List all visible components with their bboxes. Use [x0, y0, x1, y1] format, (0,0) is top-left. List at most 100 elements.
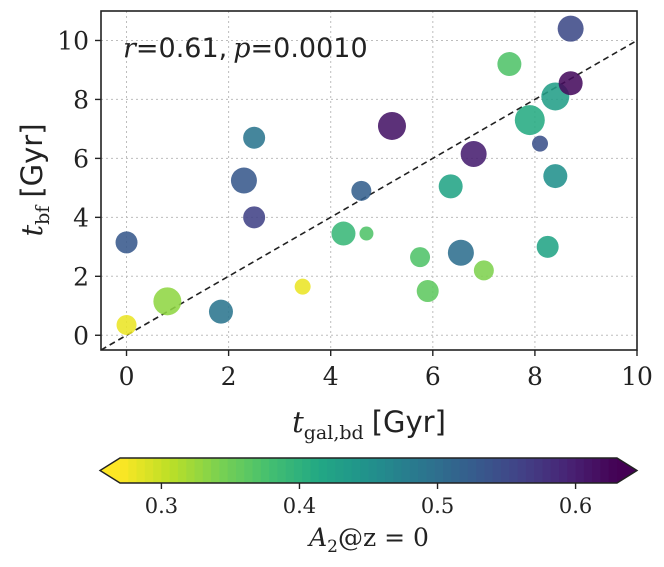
colorbar-cell	[401, 458, 411, 483]
colorbar-cell	[426, 458, 436, 483]
scatter-point-9	[359, 226, 374, 241]
scatter-point-18	[497, 52, 522, 77]
colorbar-cell	[484, 458, 494, 483]
colorbar-cell	[385, 458, 394, 483]
colorbar-tick-label: 0.4	[283, 494, 316, 518]
y-tick-label: 6	[73, 144, 89, 173]
r-symbol: r	[123, 33, 138, 64]
colorbar-tick-label: 0.5	[421, 494, 454, 518]
scatter-point-3	[208, 299, 233, 324]
x-tick-label: 8	[527, 362, 543, 391]
colorbar-cell	[153, 458, 163, 483]
scatter-point-10	[351, 180, 372, 201]
colorbar-cell	[443, 458, 452, 483]
colorbar-cell	[269, 458, 278, 483]
colorbar-cell	[186, 458, 196, 483]
colorbar-cell	[476, 458, 486, 483]
colorbar-cell	[244, 458, 254, 483]
x-tick-label: 2	[221, 362, 237, 391]
scatter-point-21	[536, 235, 559, 258]
colorbar-cell	[343, 458, 353, 483]
colorbar-cell	[451, 458, 461, 483]
colorbar-cell	[194, 458, 204, 483]
plot-frame	[100, 10, 638, 351]
colorbar-cell	[227, 458, 237, 483]
p-value: =0.0010	[251, 33, 368, 64]
scatter-point-15	[447, 239, 474, 266]
scatter-point-2	[153, 287, 182, 316]
scatter-point-20	[532, 135, 549, 152]
colorbar-extend-max	[617, 458, 637, 483]
y-axis-ticks: 0 2 4 6 8 10	[57, 26, 101, 350]
scatter-point-19	[514, 105, 545, 136]
colorbar-cell	[559, 458, 568, 483]
scatter-point-11	[377, 111, 406, 140]
colorbar-cell	[335, 458, 345, 483]
colorbar-tick-label: 0.6	[559, 494, 592, 518]
colorbar-cell	[393, 458, 403, 483]
colorbar-cell	[418, 458, 428, 483]
scatter-points	[115, 15, 584, 335]
colorbar-cell	[211, 458, 220, 483]
scatter-point-1	[115, 231, 138, 254]
colorbar-cell	[161, 458, 171, 483]
colorbar-cell	[517, 458, 527, 483]
colorbar-outline	[98, 457, 639, 484]
scatter-point-25	[557, 15, 584, 42]
colorbar-cell	[169, 458, 179, 483]
y-tick-label: 0	[73, 321, 89, 350]
colorbar-cell	[592, 458, 602, 483]
colorbar-cell	[459, 458, 469, 483]
colorbar-cell	[144, 458, 154, 483]
scatter-point-14	[438, 174, 463, 199]
colorbar-cell	[575, 458, 585, 483]
colorbar-cell	[318, 458, 328, 483]
x-axis-ticks: 0 2 4 6 8 10	[119, 350, 653, 391]
scatter-point-24	[558, 71, 583, 96]
colorbar-extend-min	[100, 458, 120, 483]
scatter-point-22	[543, 164, 568, 189]
colorbar-cell	[567, 458, 577, 483]
colorbar-cell	[600, 458, 610, 483]
scatter-point-0	[116, 314, 137, 335]
colorbar-cell	[434, 458, 444, 483]
scatter-point-5	[243, 126, 266, 149]
colorbar-cell	[409, 458, 419, 483]
colorbar-cell	[202, 458, 212, 483]
colorbar-cell	[467, 458, 477, 483]
colorbar-cell	[219, 458, 229, 483]
scatter-point-16	[460, 140, 487, 167]
colorbar-cell	[260, 458, 270, 483]
colorbar-cell	[534, 458, 544, 483]
x-tick-label: 4	[323, 362, 339, 391]
colorbar-cell	[310, 458, 320, 483]
colorbar-cell	[550, 458, 560, 483]
scatter-point-13	[416, 280, 439, 303]
colorbar-cell	[368, 458, 378, 483]
colorbar-cell	[376, 458, 386, 483]
colorbar-cell	[293, 458, 303, 483]
x-tick-label: 6	[425, 362, 441, 391]
colorbar-cell	[120, 458, 129, 483]
colorbar: 0.3 0.4 0.5 0.6	[98, 457, 639, 518]
colorbar-cell	[492, 458, 502, 483]
colorbar-cell	[252, 458, 262, 483]
colorbar-tick-label: 0.3	[145, 494, 178, 518]
colorbar-label: A2@z = 0	[307, 523, 429, 557]
colorbar-gradient	[120, 458, 618, 483]
colorbar-cell	[277, 458, 287, 483]
y-tick-label: 4	[73, 203, 89, 232]
y-tick-label: 2	[73, 262, 89, 291]
y-tick-label: 8	[73, 85, 89, 114]
colorbar-cell	[302, 458, 312, 483]
colorbar-ticks: 0.3 0.4 0.5 0.6	[145, 483, 592, 518]
colorbar-cell	[177, 458, 187, 483]
scatter-point-8	[331, 221, 356, 246]
colorbar-cell	[501, 458, 510, 483]
scatter-point-6	[243, 206, 266, 229]
colorbar-cell	[285, 458, 295, 483]
colorbar-cell	[360, 458, 370, 483]
y-axis-label: tbf[Gyr]	[15, 123, 54, 236]
colorbar-cell	[235, 458, 245, 483]
